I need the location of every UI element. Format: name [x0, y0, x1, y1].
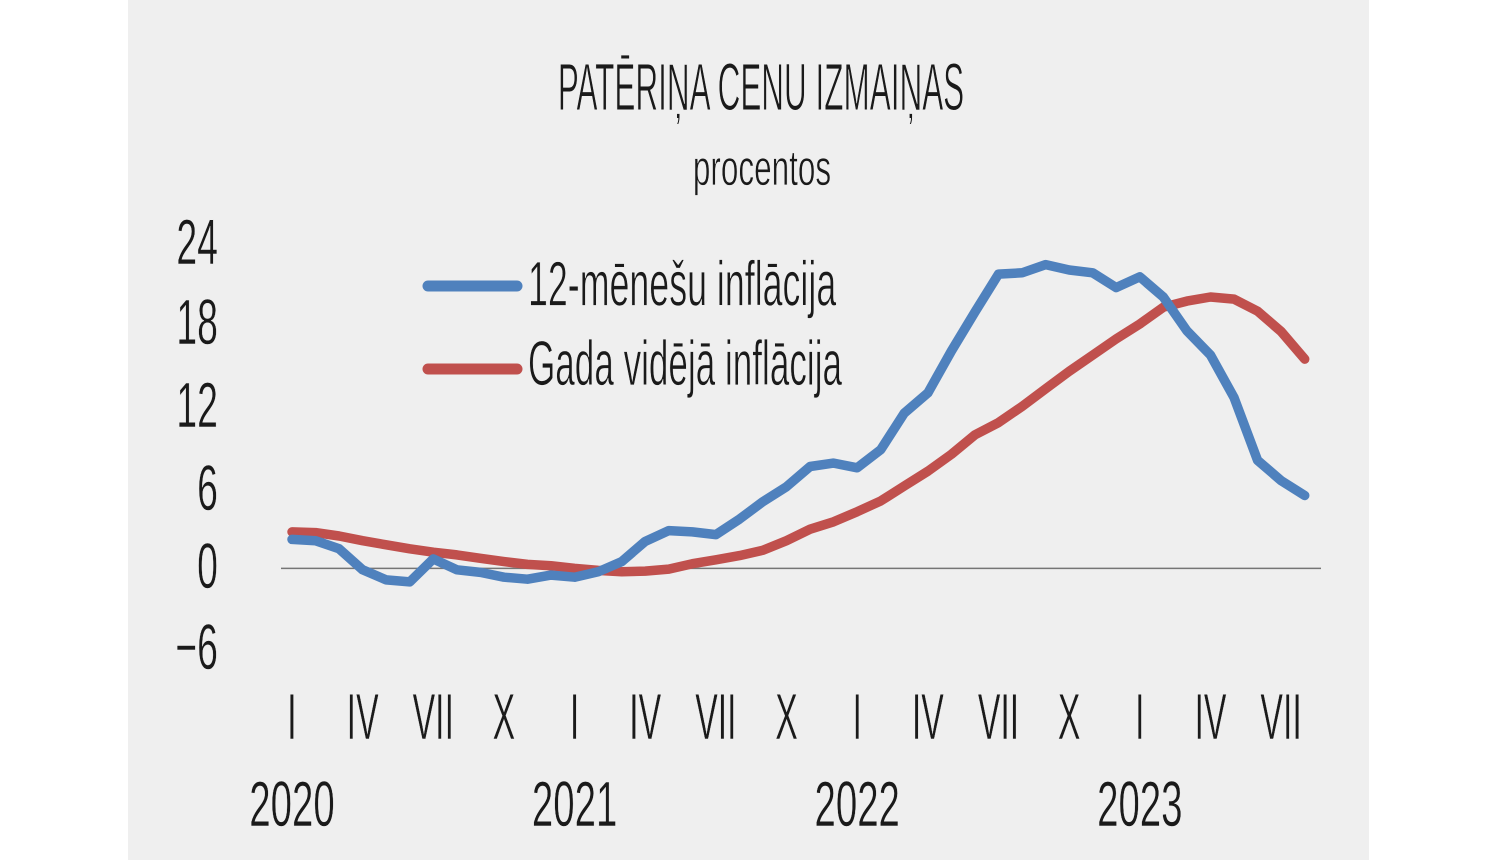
svg-text:PATĒRIŅA CENU IZMAIŅAS: PATĒRIŅA CENU IZMAIŅAS [558, 51, 964, 125]
svg-text:X: X [1058, 680, 1081, 753]
svg-text:IV: IV [629, 680, 661, 753]
svg-text:I: I [570, 680, 579, 753]
svg-text:IV: IV [1194, 680, 1226, 753]
svg-text:VII: VII [695, 680, 736, 753]
svg-text:−6: −6 [175, 613, 218, 684]
svg-text:18: 18 [176, 288, 218, 359]
svg-text:I: I [1135, 680, 1144, 753]
svg-text:12: 12 [176, 371, 218, 442]
svg-text:I: I [287, 680, 296, 753]
svg-text:VII: VII [413, 680, 454, 753]
svg-text:X: X [493, 680, 516, 753]
svg-text:2023: 2023 [1097, 769, 1182, 841]
svg-text:VII: VII [978, 680, 1019, 753]
svg-text:2021: 2021 [532, 769, 617, 841]
svg-text:IV: IV [347, 680, 379, 753]
svg-text:X: X [775, 680, 798, 753]
svg-text:12-mēnešu inflācija: 12-mēnešu inflācija [528, 249, 837, 319]
svg-text:VII: VII [1260, 680, 1301, 753]
svg-text:2020: 2020 [249, 769, 334, 841]
svg-text:procentos: procentos [693, 140, 831, 196]
svg-text:I: I [853, 680, 862, 753]
svg-text:6: 6 [197, 454, 218, 525]
svg-text:0: 0 [197, 532, 218, 603]
svg-text:Gada vidējā inflācija: Gada vidējā inflācija [528, 328, 842, 398]
svg-text:24: 24 [176, 208, 218, 279]
svg-text:2022: 2022 [814, 769, 899, 841]
svg-text:IV: IV [912, 680, 944, 753]
